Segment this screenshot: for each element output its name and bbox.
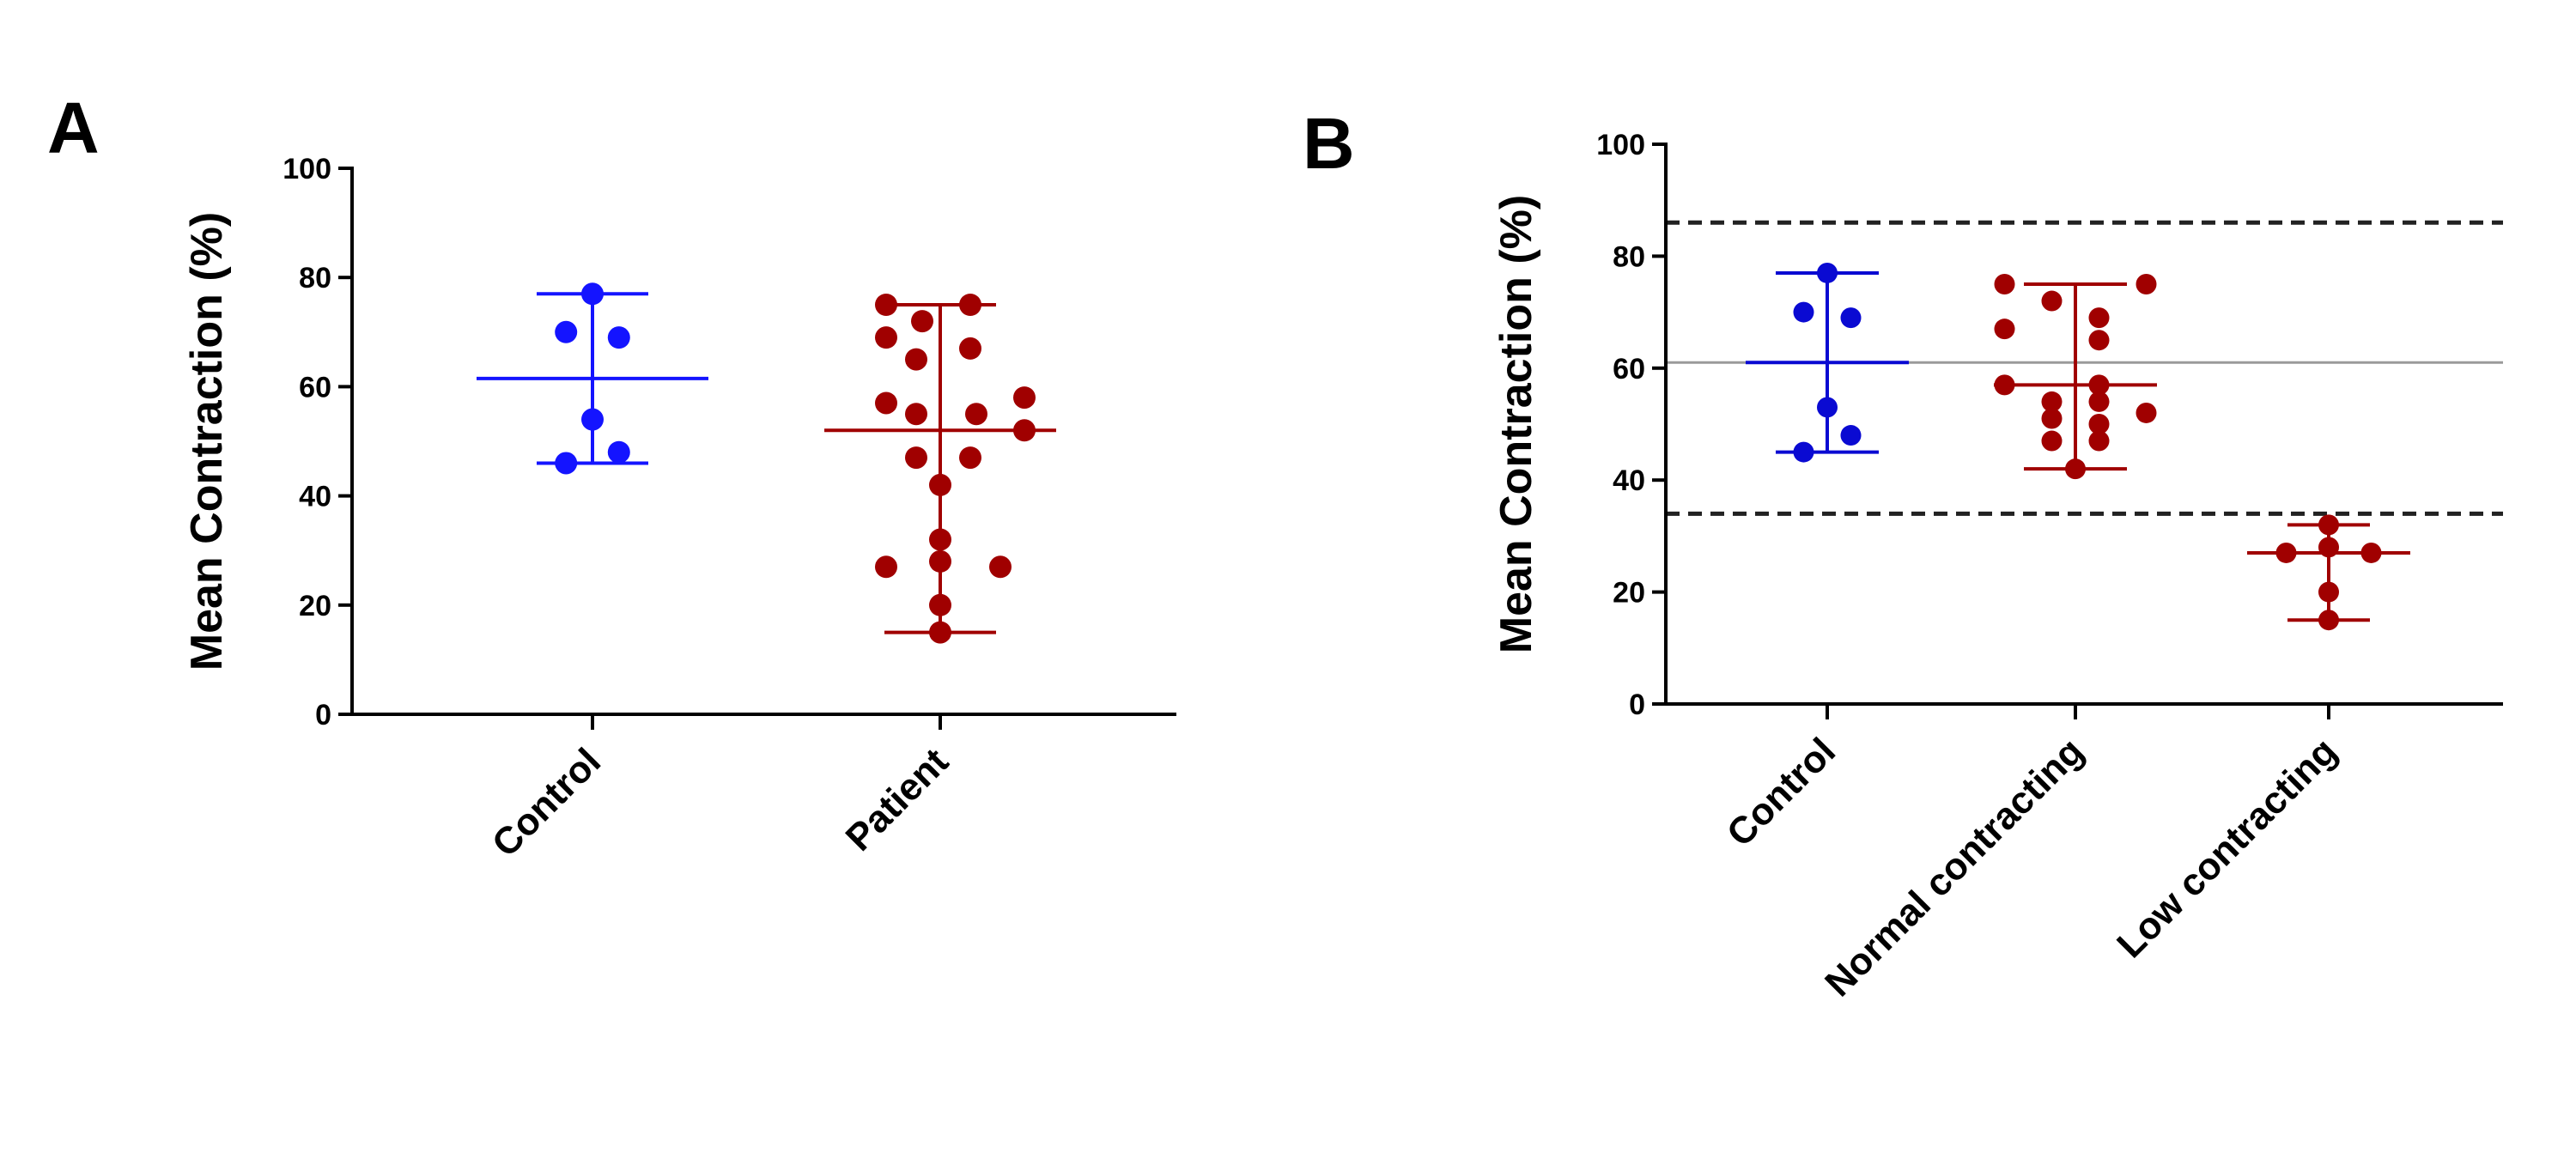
data-point xyxy=(2088,430,2110,452)
data-point xyxy=(2318,610,2339,631)
data-point xyxy=(2041,408,2063,429)
data-point xyxy=(555,320,578,343)
y-axis-title: Mean Contraction (%) xyxy=(1492,195,1541,653)
panel-letter: B xyxy=(1303,103,1355,184)
x-category-label: Patient xyxy=(838,740,957,859)
data-point xyxy=(875,391,897,415)
data-point xyxy=(2136,402,2157,423)
data-point xyxy=(875,294,897,316)
data-point xyxy=(1013,419,1036,442)
panel-b: B 0 20 40 60 80 100 Mean Contraction (%) Control… xyxy=(1303,103,2503,1004)
data-point xyxy=(959,294,981,316)
data-point xyxy=(607,440,630,464)
data-point xyxy=(2088,307,2110,329)
data-point xyxy=(581,408,604,431)
data-point xyxy=(2041,391,2063,412)
data-point xyxy=(581,282,604,306)
data-point xyxy=(555,452,578,475)
y-tick-label: 40 xyxy=(1613,464,1645,497)
data-point xyxy=(1793,301,1814,323)
data-point xyxy=(2136,274,2157,294)
data-point xyxy=(1994,319,2015,340)
y-tick-label: 0 xyxy=(315,699,331,731)
data-point xyxy=(2088,330,2110,351)
data-point xyxy=(911,310,933,333)
data-point xyxy=(2318,537,2339,558)
data-point xyxy=(1840,307,1862,329)
y-tick-label: 20 xyxy=(1613,577,1645,610)
data-point xyxy=(2360,542,2382,563)
data-point xyxy=(2088,391,2110,412)
x-category-label: Control xyxy=(1719,730,1844,854)
data-point xyxy=(965,403,987,426)
data-point xyxy=(905,403,927,426)
x-category-label: Low contracting xyxy=(2109,730,2345,966)
y-tick-label: 80 xyxy=(1613,240,1645,273)
y-tick-label: 60 xyxy=(1613,353,1645,385)
y-tick-label: 100 xyxy=(1596,129,1645,161)
x-category-label: Normal contracting xyxy=(1817,730,2092,1004)
data-point xyxy=(2275,542,2297,563)
data-point xyxy=(1817,397,1838,418)
data-point xyxy=(929,549,951,573)
data-point xyxy=(2318,581,2339,603)
data-point xyxy=(1994,274,2015,294)
data-point xyxy=(875,326,897,349)
y-tick-label: 80 xyxy=(299,262,331,294)
y-tick-label: 0 xyxy=(1629,689,1645,721)
data-point xyxy=(1840,425,1862,446)
y-tick-label: 20 xyxy=(299,590,331,622)
data-point xyxy=(1817,262,1838,283)
data-point xyxy=(2041,430,2063,452)
data-point xyxy=(1793,441,1814,463)
data-point xyxy=(929,473,951,496)
data-point xyxy=(2088,414,2110,434)
y-tick-label: 40 xyxy=(299,481,331,513)
data-point xyxy=(905,446,927,470)
data-point xyxy=(929,528,951,551)
data-point xyxy=(2088,374,2110,396)
data-point xyxy=(1013,386,1036,410)
data-point xyxy=(2065,458,2086,480)
y-tick-label: 60 xyxy=(299,371,331,404)
x-category-label: Control xyxy=(484,740,609,865)
data-point xyxy=(929,621,951,644)
data-point xyxy=(875,555,897,579)
y-axis-title: Mean Contraction (%) xyxy=(182,212,232,671)
panel-a: A 0 20 40 60 80 100 Mean Contraction (%) Control… xyxy=(47,88,1176,865)
data-point xyxy=(2041,290,2063,312)
data-point xyxy=(959,337,981,360)
data-point xyxy=(989,555,1012,579)
data-point xyxy=(1994,374,2015,396)
y-tick-label: 100 xyxy=(283,153,331,185)
data-point xyxy=(607,326,630,349)
data-point xyxy=(929,593,951,616)
data-point xyxy=(2318,514,2339,536)
panel-letter: A xyxy=(47,88,100,168)
data-point xyxy=(959,446,981,470)
data-point xyxy=(905,348,927,371)
